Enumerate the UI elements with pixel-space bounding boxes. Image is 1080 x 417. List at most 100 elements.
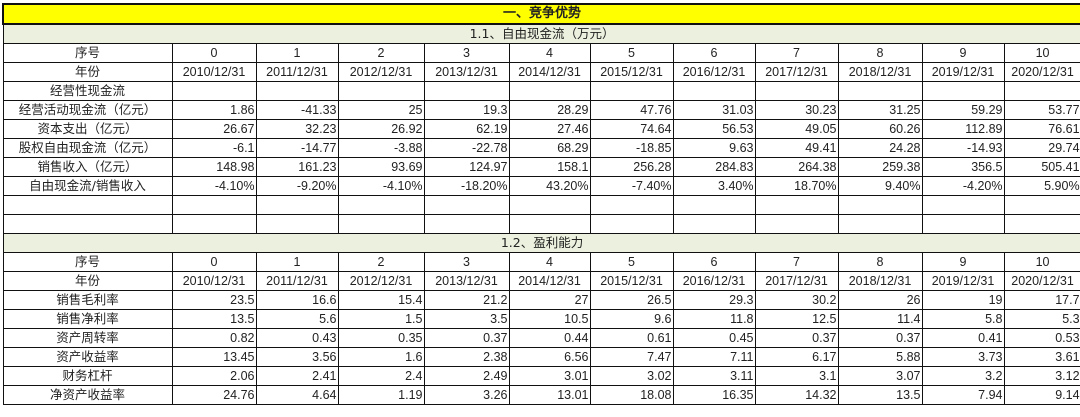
data-cell[interactable]: 112.89 — [921, 119, 1005, 139]
data-cell[interactable]: 4 — [508, 43, 591, 63]
data-cell[interactable]: -7.40% — [589, 176, 674, 196]
data-cell[interactable]: 3.26 — [423, 385, 510, 405]
data-cell[interactable]: 28.29 — [508, 100, 591, 120]
data-cell[interactable]: 0.53 — [1003, 328, 1080, 348]
data-cell[interactable] — [1003, 195, 1080, 215]
data-cell[interactable]: 2020/12/31 — [1003, 62, 1080, 82]
data-cell[interactable]: -18.85 — [589, 138, 674, 158]
data-cell[interactable]: 7 — [754, 252, 839, 272]
data-cell[interactable]: 2011/12/31 — [255, 271, 339, 291]
data-cell[interactable]: 5 — [589, 252, 674, 272]
data-cell[interactable] — [337, 195, 425, 215]
data-cell[interactable]: 26.67 — [171, 119, 257, 139]
data-cell[interactable]: 2018/12/31 — [837, 271, 923, 291]
data-cell[interactable]: 10 — [1003, 252, 1080, 272]
data-cell[interactable]: 0.45 — [672, 328, 756, 348]
data-cell[interactable]: 17.7 — [1003, 290, 1080, 310]
data-cell[interactable] — [508, 214, 591, 234]
data-cell[interactable]: 9.63 — [672, 138, 756, 158]
data-cell[interactable]: 9 — [921, 43, 1005, 63]
data-cell[interactable]: 31.25 — [837, 100, 923, 120]
data-cell[interactable]: 1.6 — [337, 347, 425, 367]
data-cell[interactable]: 6.17 — [754, 347, 839, 367]
data-cell[interactable]: 53.77 — [1003, 100, 1080, 120]
data-cell[interactable] — [921, 81, 1005, 101]
data-cell[interactable]: 2019/12/31 — [921, 271, 1005, 291]
data-cell[interactable]: 2018/12/31 — [837, 62, 923, 82]
data-cell[interactable]: 9 — [921, 252, 1005, 272]
sheet-title[interactable]: 一、竞争优势 — [1, 3, 1080, 25]
data-cell[interactable]: -4.10% — [337, 176, 425, 196]
data-cell[interactable]: 1 — [255, 43, 339, 63]
data-cell[interactable] — [754, 81, 839, 101]
data-cell[interactable]: 13.5 — [171, 309, 257, 329]
data-cell[interactable]: 49.41 — [754, 138, 839, 158]
row-label-cell[interactable]: 资产周转率 — [2, 328, 173, 348]
data-cell[interactable]: 2020/12/31 — [1003, 271, 1080, 291]
data-cell[interactable]: 3.2 — [921, 366, 1005, 386]
data-cell[interactable]: 0.41 — [921, 328, 1005, 348]
data-cell[interactable]: 0.37 — [423, 328, 510, 348]
data-cell[interactable]: 23.5 — [171, 290, 257, 310]
data-cell[interactable] — [1003, 81, 1080, 101]
data-cell[interactable]: 0.35 — [337, 328, 425, 348]
data-cell[interactable] — [171, 81, 257, 101]
data-cell[interactable]: 47.76 — [589, 100, 674, 120]
data-cell[interactable] — [589, 81, 674, 101]
data-cell[interactable]: 31.03 — [672, 100, 756, 120]
data-cell[interactable] — [672, 214, 756, 234]
data-cell[interactable] — [508, 81, 591, 101]
data-cell[interactable]: 0.44 — [508, 328, 591, 348]
data-cell[interactable]: 29.74 — [1003, 138, 1080, 158]
data-cell[interactable]: -4.20% — [921, 176, 1005, 196]
data-cell[interactable]: 2.38 — [423, 347, 510, 367]
data-cell[interactable]: 2011/12/31 — [255, 62, 339, 82]
data-cell[interactable]: 5.90% — [1003, 176, 1080, 196]
data-cell[interactable]: 30.23 — [754, 100, 839, 120]
data-cell[interactable] — [672, 81, 756, 101]
data-cell[interactable]: 0 — [171, 43, 257, 63]
data-cell[interactable]: 26.5 — [589, 290, 674, 310]
data-cell[interactable] — [837, 81, 923, 101]
row-label-cell[interactable]: 自由现金流/销售收入 — [2, 176, 173, 196]
data-cell[interactable]: 24.76 — [171, 385, 257, 405]
data-cell[interactable]: 0.37 — [754, 328, 839, 348]
data-cell[interactable] — [837, 195, 923, 215]
data-cell[interactable]: 5 — [589, 43, 674, 63]
data-cell[interactable]: 11.4 — [837, 309, 923, 329]
data-cell[interactable]: 2019/12/31 — [921, 62, 1005, 82]
data-cell[interactable]: 27.46 — [508, 119, 591, 139]
data-cell[interactable]: 3 — [423, 43, 510, 63]
data-cell[interactable]: 2.49 — [423, 366, 510, 386]
data-cell[interactable]: 5.88 — [837, 347, 923, 367]
data-cell[interactable] — [423, 195, 510, 215]
data-cell[interactable] — [423, 214, 510, 234]
data-cell[interactable]: -9.20% — [255, 176, 339, 196]
data-cell[interactable]: 2015/12/31 — [589, 62, 674, 82]
data-cell[interactable]: -6.1 — [171, 138, 257, 158]
data-cell[interactable]: 56.53 — [672, 119, 756, 139]
data-cell[interactable]: 2017/12/31 — [754, 271, 839, 291]
data-cell[interactable]: 4.64 — [255, 385, 339, 405]
row-label-cell[interactable]: 资产收益率 — [2, 347, 173, 367]
data-cell[interactable]: 13.01 — [508, 385, 591, 405]
data-cell[interactable]: 26.92 — [337, 119, 425, 139]
data-cell[interactable]: 6 — [672, 252, 756, 272]
data-cell[interactable] — [255, 195, 339, 215]
row-label-cell[interactable]: 销售收入（亿元） — [2, 157, 173, 177]
row-label-cell[interactable]: 经营性现金流 — [2, 81, 173, 101]
data-cell[interactable]: 284.83 — [672, 157, 756, 177]
data-cell[interactable]: 2016/12/31 — [672, 271, 756, 291]
data-cell[interactable] — [423, 81, 510, 101]
data-cell[interactable] — [171, 214, 257, 234]
data-cell[interactable]: 2010/12/31 — [171, 271, 257, 291]
data-cell[interactable]: 9.14 — [1003, 385, 1080, 405]
data-cell[interactable]: 3.02 — [589, 366, 674, 386]
data-cell[interactable] — [337, 214, 425, 234]
data-cell[interactable]: 1.86 — [171, 100, 257, 120]
data-cell[interactable]: 6.56 — [508, 347, 591, 367]
data-cell[interactable]: 2016/12/31 — [672, 62, 756, 82]
data-cell[interactable]: 7 — [754, 43, 839, 63]
data-cell[interactable]: 3.5 — [423, 309, 510, 329]
data-cell[interactable]: 9.40% — [837, 176, 923, 196]
